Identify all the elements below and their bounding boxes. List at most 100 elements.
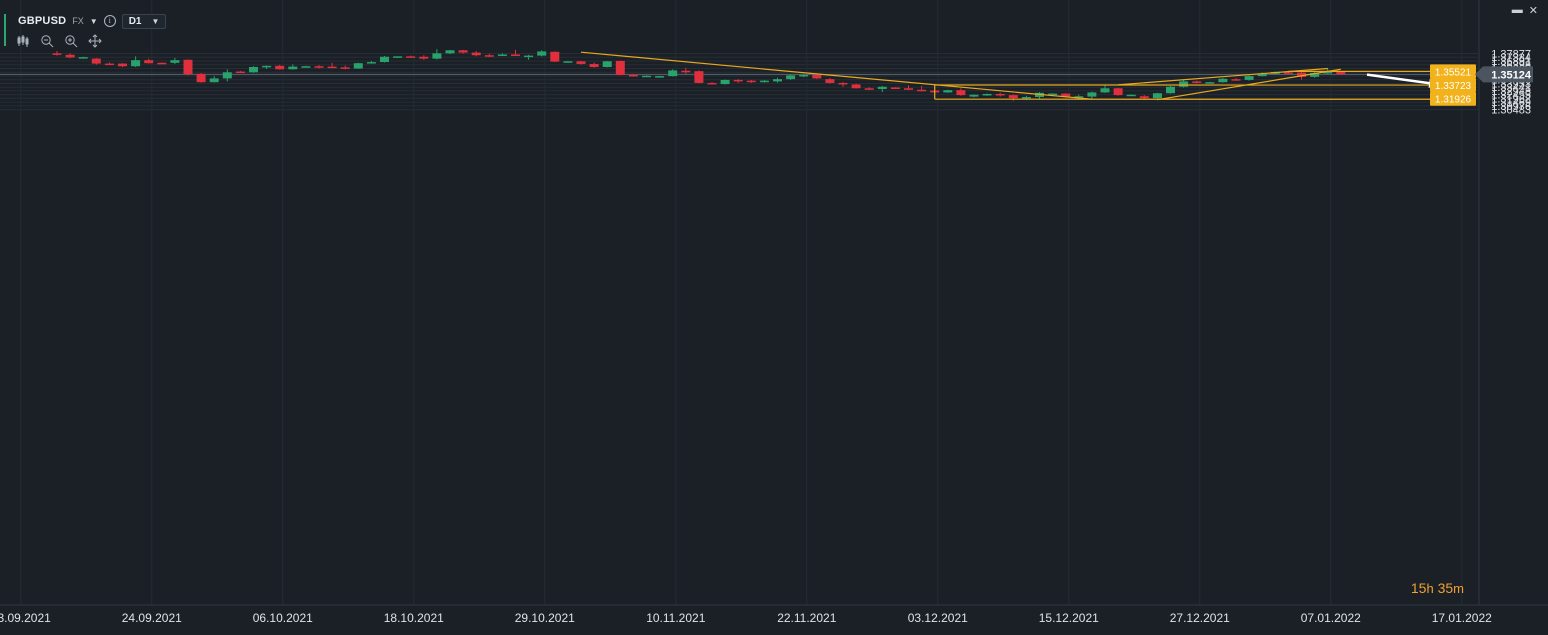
candle-body[interactable] xyxy=(1231,79,1241,81)
candle-body[interactable] xyxy=(65,54,75,58)
candle-body[interactable] xyxy=(917,89,927,92)
candle-body[interactable] xyxy=(890,87,900,90)
candle-body[interactable] xyxy=(196,73,206,83)
candle-body[interactable] xyxy=(353,63,363,69)
candle-body[interactable] xyxy=(628,74,638,77)
price-level-badge[interactable] xyxy=(1430,64,1476,79)
candle-body[interactable] xyxy=(812,74,822,79)
zoom-in-icon[interactable] xyxy=(64,34,78,48)
candle-body[interactable] xyxy=(1192,81,1202,83)
candle-body[interactable] xyxy=(1126,94,1136,97)
candle-body[interactable] xyxy=(314,66,324,68)
candle-body[interactable] xyxy=(458,50,468,53)
candle-body[interactable] xyxy=(1021,96,1031,99)
candle-body[interactable] xyxy=(104,63,114,66)
candle-body[interactable] xyxy=(799,74,809,77)
candle-body[interactable] xyxy=(183,59,193,75)
projection-arrow[interactable] xyxy=(1366,73,1440,86)
candle-body[interactable] xyxy=(851,84,861,89)
candle-body[interactable] xyxy=(366,62,376,64)
candle-body[interactable] xyxy=(144,60,154,64)
candle-body[interactable] xyxy=(471,52,481,56)
candle-body[interactable] xyxy=(1061,93,1071,97)
candle-body[interactable] xyxy=(1336,71,1346,75)
candle-body[interactable] xyxy=(589,63,599,67)
candle-body[interactable] xyxy=(1205,82,1215,84)
candle-body[interactable] xyxy=(1297,72,1306,77)
candle-body[interactable] xyxy=(707,82,717,85)
candle-body[interactable] xyxy=(1008,95,1018,99)
candle-body[interactable] xyxy=(327,66,337,69)
candle-body[interactable] xyxy=(1283,72,1293,74)
candle-body[interactable] xyxy=(1218,78,1228,83)
candle-body[interactable] xyxy=(1087,92,1097,97)
candle-body[interactable] xyxy=(78,57,88,59)
caret-down-icon[interactable]: ▼ xyxy=(89,16,98,26)
candle-body[interactable] xyxy=(170,60,180,63)
candle-body[interactable] xyxy=(681,70,691,73)
candle-body[interactable] xyxy=(694,71,704,83)
timeframe-select[interactable]: D1 ▼ xyxy=(121,13,167,29)
candle-body[interactable] xyxy=(1257,73,1267,77)
candle-body[interactable] xyxy=(484,55,494,57)
candle-body[interactable] xyxy=(655,76,665,78)
candle-body[interactable] xyxy=(1244,76,1254,80)
candle-body[interactable] xyxy=(1048,93,1058,96)
price-level-badge[interactable] xyxy=(1430,78,1476,93)
candle-body[interactable] xyxy=(615,60,625,75)
candle-body[interactable] xyxy=(1100,88,1110,93)
candle-body[interactable] xyxy=(1074,96,1084,98)
candle-body[interactable] xyxy=(786,75,796,80)
candle-body[interactable] xyxy=(969,94,979,97)
candle-body[interactable] xyxy=(550,51,560,62)
candle-body[interactable] xyxy=(249,66,258,73)
zoom-out-icon[interactable] xyxy=(40,34,54,48)
candle-body[interactable] xyxy=(445,50,455,54)
candle-body[interactable] xyxy=(91,58,101,64)
candle-body[interactable] xyxy=(393,56,403,58)
candle-body[interactable] xyxy=(524,55,534,58)
candle-body[interactable] xyxy=(118,63,127,67)
candle-body[interactable] xyxy=(720,79,730,85)
candle-body[interactable] xyxy=(419,56,429,59)
candle-body[interactable] xyxy=(838,82,848,85)
candle-body[interactable] xyxy=(497,54,507,56)
info-icon[interactable]: i xyxy=(103,15,116,27)
window-close-icon[interactable]: ✕ xyxy=(1528,5,1538,17)
candle-body[interactable] xyxy=(1113,88,1123,96)
candle-body[interactable] xyxy=(235,71,245,74)
candle-body[interactable] xyxy=(733,79,743,82)
candle-body[interactable] xyxy=(340,67,350,69)
candle-body[interactable] xyxy=(1310,73,1320,77)
candle-body[interactable] xyxy=(642,75,651,78)
candle-body[interactable] xyxy=(288,66,298,70)
candle-body[interactable] xyxy=(602,61,612,67)
candle-body[interactable] xyxy=(222,72,232,79)
candle-body[interactable] xyxy=(877,86,887,90)
symbol-label[interactable]: GBPUSD xyxy=(18,15,67,27)
candle-body[interactable] xyxy=(301,66,311,68)
chart-type-icon[interactable] xyxy=(16,34,30,48)
candle-body[interactable] xyxy=(537,51,547,56)
candle-body[interactable] xyxy=(380,56,389,63)
candle-body[interactable] xyxy=(1179,81,1189,87)
candle-body[interactable] xyxy=(511,54,520,56)
trendline[interactable] xyxy=(1157,68,1341,101)
trendline[interactable] xyxy=(580,51,1092,100)
candle-body[interactable] xyxy=(956,90,966,96)
candle-body[interactable] xyxy=(406,56,416,58)
candle-body[interactable] xyxy=(432,53,442,59)
candle-body[interactable] xyxy=(1166,86,1175,94)
candle-body[interactable] xyxy=(943,90,953,93)
candle-body[interactable] xyxy=(563,61,573,63)
candle-body[interactable] xyxy=(982,93,992,96)
candle-body[interactable] xyxy=(773,79,782,82)
candle-body[interactable] xyxy=(52,53,62,55)
candle-body[interactable] xyxy=(1323,71,1333,74)
move-icon[interactable] xyxy=(88,34,102,48)
candle-body[interactable] xyxy=(209,78,219,83)
candle-body[interactable] xyxy=(904,88,913,90)
candle-body[interactable] xyxy=(995,93,1005,96)
